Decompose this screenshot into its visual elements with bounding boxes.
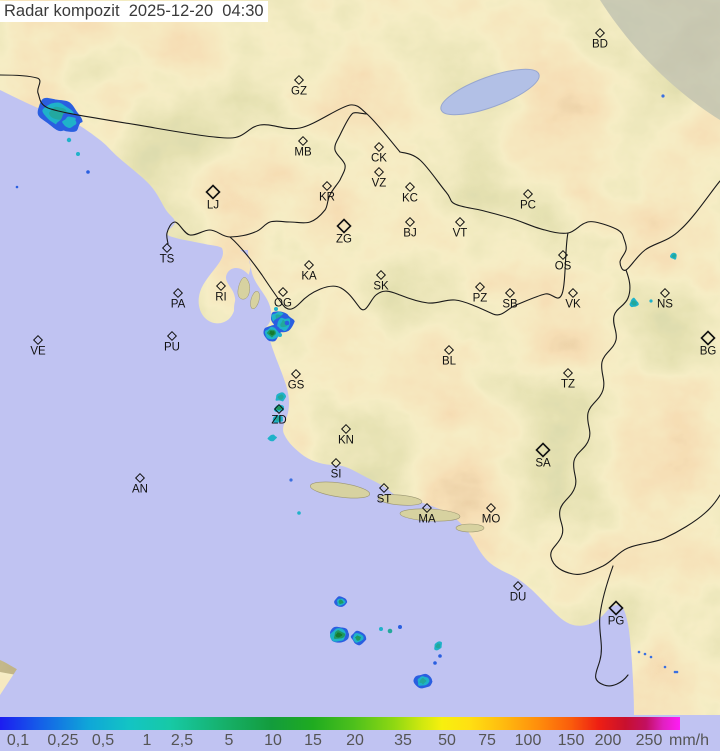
svg-text:0,1: 0,1 — [7, 732, 29, 749]
svg-text:SB: SB — [502, 298, 518, 310]
svg-text:GS: GS — [288, 379, 305, 391]
svg-text:1: 1 — [143, 732, 152, 749]
svg-text:5: 5 — [225, 732, 234, 749]
svg-text:OS: OS — [555, 260, 572, 272]
svg-text:50: 50 — [438, 732, 456, 749]
svg-text:BG: BG — [700, 346, 717, 358]
svg-text:LJ: LJ — [207, 200, 219, 212]
svg-text:75: 75 — [478, 732, 496, 749]
svg-text:KR: KR — [319, 191, 335, 203]
svg-text:PU: PU — [164, 341, 180, 353]
svg-text:VT: VT — [453, 227, 468, 239]
svg-text:VK: VK — [565, 298, 581, 310]
svg-text:BL: BL — [442, 355, 457, 367]
svg-text:GZ: GZ — [291, 85, 307, 97]
svg-text:PG: PG — [608, 616, 625, 628]
svg-text:0,5: 0,5 — [92, 732, 114, 749]
svg-text:0,25: 0,25 — [47, 732, 78, 749]
svg-text:200: 200 — [595, 732, 622, 749]
svg-text:NS: NS — [657, 298, 673, 310]
svg-text:PZ: PZ — [473, 292, 488, 304]
svg-text:PC: PC — [520, 199, 536, 211]
svg-text:SI: SI — [331, 468, 342, 480]
svg-text:DU: DU — [510, 591, 527, 603]
svg-text:ZG: ZG — [336, 234, 352, 246]
svg-text:ST: ST — [377, 493, 392, 505]
svg-text:20: 20 — [346, 732, 364, 749]
svg-text:35: 35 — [394, 732, 412, 749]
svg-text:SK: SK — [373, 280, 389, 292]
svg-text:OG: OG — [274, 297, 292, 309]
svg-text:MO: MO — [482, 513, 501, 525]
svg-text:VZ: VZ — [372, 177, 387, 189]
svg-text:BJ: BJ — [403, 227, 416, 239]
svg-text:ZD: ZD — [271, 414, 286, 426]
svg-text:TZ: TZ — [561, 378, 575, 390]
svg-text:BD: BD — [592, 38, 608, 50]
svg-text:RI: RI — [215, 291, 227, 303]
svg-text:KN: KN — [338, 434, 354, 446]
svg-text:CK: CK — [371, 152, 387, 164]
svg-text:AN: AN — [132, 483, 148, 495]
svg-text:MA: MA — [418, 513, 436, 525]
svg-text:KA: KA — [301, 270, 317, 282]
svg-text:100: 100 — [515, 732, 542, 749]
svg-text:mm/h: mm/h — [669, 732, 709, 749]
svg-text:15: 15 — [304, 732, 322, 749]
svg-text:150: 150 — [558, 732, 585, 749]
svg-text:SA: SA — [535, 458, 551, 470]
svg-text:250: 250 — [636, 732, 663, 749]
svg-text:PA: PA — [171, 298, 186, 310]
svg-text:2,5: 2,5 — [171, 732, 193, 749]
svg-text:KC: KC — [402, 192, 418, 204]
svg-text:TS: TS — [160, 253, 175, 265]
svg-text:VE: VE — [30, 345, 46, 357]
svg-text:MB: MB — [294, 146, 312, 158]
svg-text:10: 10 — [264, 732, 282, 749]
